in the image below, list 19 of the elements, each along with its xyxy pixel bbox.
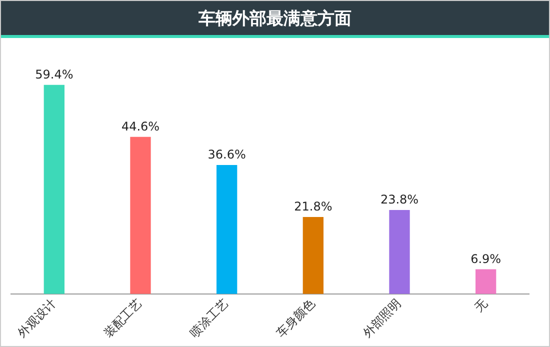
x-tick-label: 无 [472,296,490,315]
bar [476,269,496,294]
x-tick-label: 喷涂工艺 [187,296,232,340]
bar [389,210,410,294]
x-tick-label: 外观设计 [14,296,58,340]
data-label: 23.8% [380,192,419,206]
x-tick-label: 外部照明 [360,296,404,340]
bar [302,216,324,294]
bar [130,136,151,294]
data-label: 59.4% [35,67,74,82]
data-label: 36.6% [208,147,246,162]
x-tick-label: 车身颜色 [274,296,318,340]
bar [216,164,238,294]
data-label: 21.8% [294,199,332,214]
data-label: 44.6% [121,119,160,134]
data-label: 6.9% [470,252,502,266]
x-tick-label: 装配工艺 [100,296,145,340]
bar [44,84,64,294]
chart-title: 车辆外部最满意方面 [198,8,352,30]
